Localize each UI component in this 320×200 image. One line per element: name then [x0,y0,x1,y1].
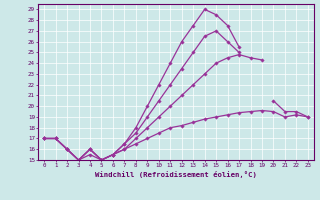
X-axis label: Windchill (Refroidissement éolien,°C): Windchill (Refroidissement éolien,°C) [95,171,257,178]
